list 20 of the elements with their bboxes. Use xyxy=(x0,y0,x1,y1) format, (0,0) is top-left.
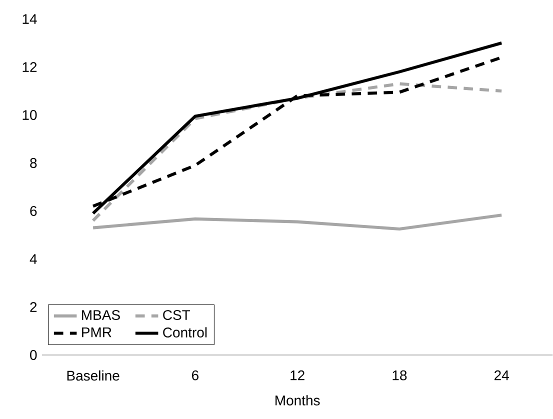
x-tick-label: 24 xyxy=(494,370,509,380)
y-tick-label: 14 xyxy=(22,14,37,24)
x-tick-label: 18 xyxy=(392,370,407,380)
x-axis-title: Months xyxy=(276,395,320,406)
line-series xyxy=(92,82,504,222)
y-tick-label: 8 xyxy=(30,158,37,168)
legend-label: Control xyxy=(163,327,207,338)
line-series xyxy=(92,214,504,231)
y-tick-label: 0 xyxy=(30,350,37,360)
x-tick-label: 6 xyxy=(192,370,198,380)
legend-label: MBAS xyxy=(82,310,120,320)
x-tick-label: 12 xyxy=(290,370,304,380)
y-tick-label: 4 xyxy=(30,254,37,264)
x-tick-label: Baseline xyxy=(67,370,120,381)
y-tick-label: 12 xyxy=(22,62,37,72)
legend-label: PMR xyxy=(82,327,112,338)
legend-label: CST xyxy=(163,310,190,320)
y-tick-label: 10 xyxy=(22,110,37,120)
y-tick-label: 2 xyxy=(30,302,37,312)
y-tick-label: 6 xyxy=(30,206,37,216)
